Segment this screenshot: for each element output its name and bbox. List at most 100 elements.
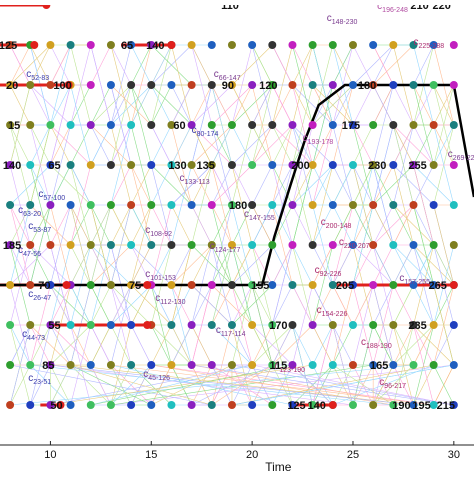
node-dot [147,121,156,129]
node-dot [248,281,257,289]
annotation-26: c44-73 [22,329,45,342]
annotation-sub: 200-148 [326,223,352,230]
node-label-25: 255 [408,160,426,172]
node-dot [6,401,15,409]
node-dot [308,81,317,89]
annotation-main: c [214,69,219,80]
connection-line [171,244,192,286]
node-dot [227,321,236,329]
node-dot [26,241,35,249]
connection-line [130,244,172,286]
node-dot [288,41,297,49]
node-dot [187,281,196,289]
node-dot [409,361,418,369]
node-dot [369,41,378,49]
node-dot [86,321,95,329]
connection-line [211,164,233,206]
connection-line [171,284,192,366]
node-dot [6,241,15,249]
annotation-20: c157-255 [399,273,430,286]
connection-line [352,244,374,286]
node-dot [26,81,35,89]
connection-line [90,204,112,286]
red-marker [143,321,152,329]
node-dot [207,401,216,409]
connection-line [251,204,273,246]
connection-line [151,84,192,126]
connection-line [211,204,233,286]
connection-line [393,324,414,406]
connection-line [50,204,71,246]
x-tick-label: 20 [246,449,258,461]
connection-line [110,364,293,406]
connection-line [150,284,172,366]
annotation-main: c [274,361,279,372]
node-dot [288,81,297,89]
annotation-main: c [399,273,404,284]
connection-line [171,84,192,126]
connection-line [70,164,92,206]
connection-line [29,124,51,206]
connection-line [130,164,152,246]
node-label-15: 205 [336,280,354,292]
connection-line [292,124,334,166]
connection-line [9,124,31,166]
node-dot [389,121,398,129]
annotation-main: c [377,1,382,12]
node-dot [46,81,55,89]
node-dot [147,201,156,209]
annotation-sub: 80-174 [197,131,219,138]
connection-line [393,164,434,206]
connection-line [50,84,71,126]
connection-line [191,364,454,406]
connection-line [332,364,394,406]
node-dot [308,41,317,49]
connection-line [393,124,414,166]
annotation-15: c124-177 [210,241,241,254]
node-dot [6,361,15,369]
node-dot [268,281,277,289]
node-label-20: 65 [48,160,60,172]
connection-line [413,164,434,206]
node-dot [66,241,75,249]
node-dot [308,201,317,209]
connection-line [151,244,172,286]
node-dot [369,81,378,89]
node-label-32: 120 [259,80,277,92]
node-dot [288,201,297,209]
annotation-main: c [192,125,197,136]
connection-line [50,284,91,326]
connection-line [231,324,253,406]
connection-line [413,204,434,246]
connection-line [231,124,273,166]
x-tick-label: 10 [44,449,56,461]
connection-line [50,124,71,206]
annotation-2: c225-288 [413,37,444,50]
node-dot [429,121,438,129]
connection-line [191,44,213,86]
annotation-17: c47-56 [18,245,41,258]
node-dot [66,41,75,49]
node-label-6: 85 [42,360,54,372]
node-dot [127,361,136,369]
connection-line [292,124,313,206]
annotation-sub: 133-113 [185,179,210,186]
connection-line [9,244,51,286]
node-dot [328,121,337,129]
node-label-1: 125 [287,400,305,412]
connection-line [231,244,273,286]
annotation-6: c193-178 [303,133,334,146]
connection-line [393,204,434,246]
connection-line [393,244,434,286]
node-label-19: 140 [3,160,21,172]
node-label-27: 60 [173,120,185,132]
node-label-3: 190 [392,400,410,412]
connection-line [29,164,51,206]
annotation-sub: 154-226 [322,311,348,318]
connection-line [9,364,31,406]
connection-line [130,84,152,166]
node-dot [86,361,95,369]
node-dot [429,281,438,289]
node-label-5: 215 [437,400,455,412]
